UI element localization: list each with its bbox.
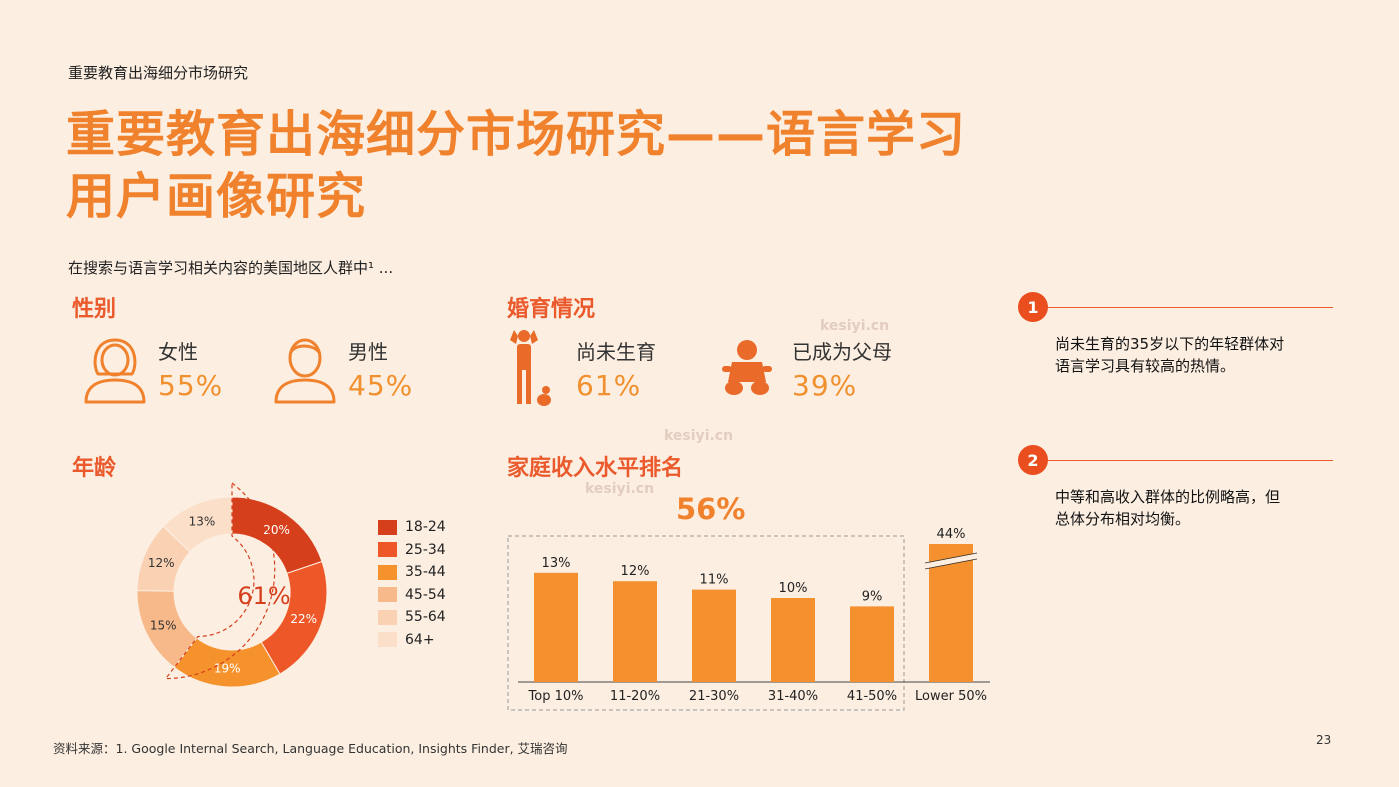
donut-label-55-64: 12%: [148, 556, 175, 570]
insight-2-line-2: 总体分布相对均衡。: [1055, 510, 1191, 528]
donut-label-45-54: 15%: [150, 618, 177, 632]
insight-2-text: 中等和高收入群体的比例略高，但 总体分布相对均衡。: [1055, 486, 1335, 530]
donut-label-64+: 13%: [189, 515, 216, 529]
bar-category-Top 10%: Top 10%: [528, 689, 584, 704]
donut-label-25-34: 22%: [290, 612, 317, 626]
female-icon: [84, 338, 146, 404]
legend-label: 18-24: [405, 519, 446, 536]
title-line-1: 重要教育出海细分市场研究——语言学习: [66, 106, 967, 163]
kicker: 重要教育出海细分市场研究: [68, 64, 249, 82]
parent-label: 已成为父母: [792, 340, 892, 364]
donut-label-18-24: 20%: [263, 523, 290, 537]
bar-value-41-50%: 9%: [862, 589, 883, 604]
legend-item-25-34: 25-34: [378, 539, 446, 562]
bar-value-11-20%: 12%: [621, 564, 650, 579]
insight-2-rule: [1048, 460, 1333, 461]
bar-value-21-30%: 11%: [700, 573, 729, 588]
bar-category-41-50%: 41-50%: [847, 689, 897, 704]
axis-break-line: [924, 552, 978, 564]
insight-1-line-1: 尚未生育的35岁以下的年轻群体对: [1055, 335, 1285, 353]
insight-1-line-2: 语言学习具有较高的热情。: [1055, 357, 1236, 375]
income-bar-chart: 13% Top 10% 12% 11-20% 11% 21-30% 10% 31-40% 9% 4…: [507, 527, 990, 711]
legend-item-45-54: 45-54: [378, 584, 446, 607]
insight-1-text: 尚未生育的35岁以下的年轻群体对 语言学习具有较高的热情。: [1055, 333, 1335, 377]
legend-label: 35-44: [405, 564, 446, 581]
legend-label: 55-64: [405, 609, 446, 626]
female-pct: 55%: [158, 369, 224, 402]
parent-pct: 39%: [792, 369, 858, 402]
bar-category-21-30%: 21-30%: [689, 689, 739, 704]
watermark: kesiyi.cn: [820, 318, 890, 334]
female-label: 女性: [158, 340, 198, 364]
bar-31-40%: [771, 598, 815, 682]
baby-icon: [722, 340, 772, 395]
bar-21-30%: [692, 589, 736, 682]
bar-value-Top 10%: 13%: [542, 556, 571, 571]
age-heading: 年龄: [72, 456, 117, 481]
watermark: kesiyi.cn: [664, 428, 734, 444]
legend-label: 25-34: [405, 541, 446, 558]
legend-swatch: [378, 632, 397, 648]
age-donut-chart: 20% 22% 19% 15% 12% 13% 61%: [136, 481, 328, 688]
watermark: kesiyi.cn: [585, 481, 655, 497]
male-icon: [274, 338, 336, 404]
bar-11-20%: [613, 581, 657, 682]
nonparent-pct: 61%: [576, 369, 642, 402]
parental-heading: 婚育情况: [507, 297, 596, 322]
income-group-box: [507, 535, 905, 711]
legend-label: 64+: [405, 631, 435, 648]
insight-1-rule: [1048, 307, 1333, 308]
legend-item-64+: 64+: [378, 629, 446, 652]
standing-person-icon: [510, 330, 551, 406]
source-note: 资料来源：1. Google Internal Search, Language…: [53, 741, 568, 756]
income-heading: 家庭收入水平排名: [507, 456, 684, 481]
page-number: 23: [1316, 733, 1332, 747]
axis-break-mark: [924, 553, 978, 569]
male-label: 男性: [348, 340, 388, 364]
donut-highlight-outline: [164, 481, 276, 680]
title-line-2: 用户画像研究: [66, 168, 367, 225]
bar-value-31-40%: 10%: [779, 581, 808, 596]
legend-swatch: [378, 519, 397, 535]
bar-41-50%: [850, 606, 894, 682]
donut-center-label: 61%: [237, 582, 290, 610]
legend-item-55-64: 55-64: [378, 606, 446, 629]
intro-text: 在搜索与语言学习相关内容的美国地区人群中¹ ...: [68, 259, 394, 277]
bar-Top 10%: [534, 572, 578, 682]
legend-swatch: [378, 564, 397, 580]
axis-break-line: [924, 558, 978, 570]
bar-category-Lower 50%: Lower 50%: [915, 689, 987, 704]
legend-label: 45-54: [405, 586, 446, 603]
legend-swatch: [378, 609, 397, 625]
legend-swatch: [378, 587, 397, 603]
nonparent-label: 尚未生育: [576, 340, 656, 364]
gender-heading: 性别: [72, 297, 117, 322]
male-pct: 45%: [348, 369, 414, 402]
donut-slice-64+: [162, 496, 233, 553]
donut-label-35-44: 19%: [214, 661, 241, 675]
insight-2-badge: 2: [1018, 445, 1048, 475]
bar-category-31-40%: 31-40%: [768, 689, 818, 704]
legend-item-35-44: 35-44: [378, 561, 446, 584]
insight-2-line-1: 中等和高收入群体的比例略高，但: [1055, 488, 1281, 506]
legend-swatch: [378, 542, 397, 558]
legend-item-18-24: 18-24: [378, 516, 446, 539]
page-title: 重要教育出海细分市场研究——语言学习 用户画像研究: [66, 104, 966, 228]
age-legend: 18-24 25-34 35-44 45-54 55-64 64+: [378, 516, 446, 651]
income-group-highlight: 56%: [676, 492, 746, 526]
insight-1-badge: 1: [1018, 292, 1048, 322]
bar-value-Lower 50%: 44%: [937, 527, 966, 542]
bar-category-11-20%: 11-20%: [610, 689, 660, 704]
